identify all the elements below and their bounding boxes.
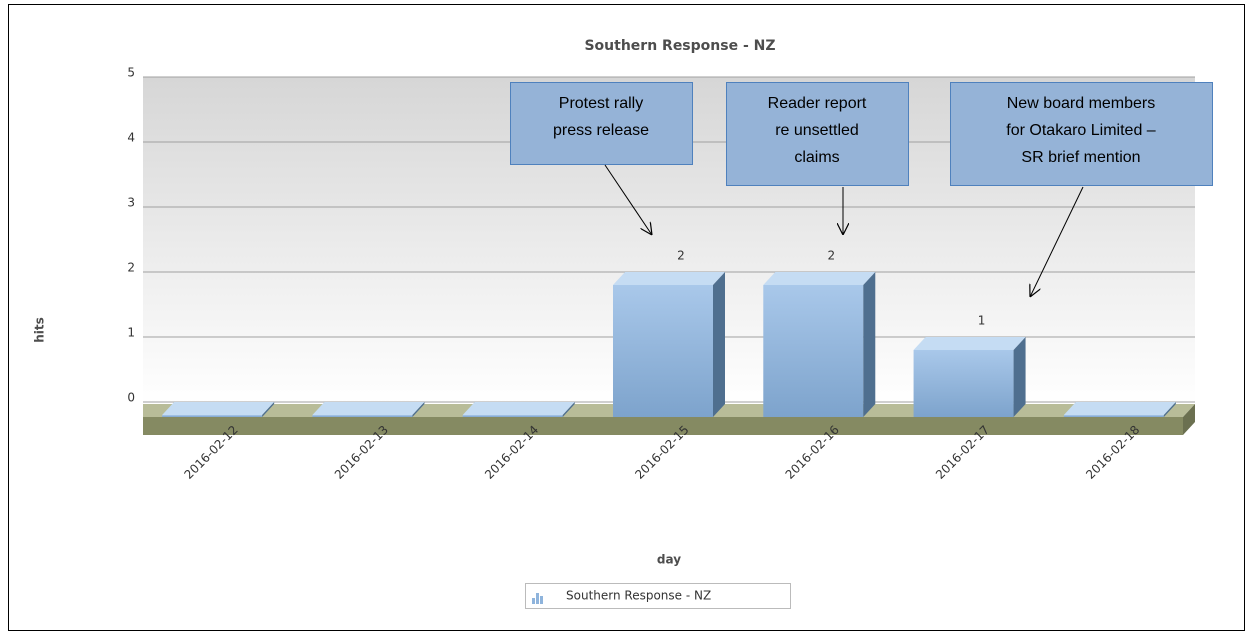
- bar: [913, 337, 1026, 417]
- bar-top: [1063, 402, 1176, 415]
- y-tick-label: 3: [127, 196, 135, 210]
- bar-top: [162, 402, 275, 415]
- floor-side: [1183, 404, 1195, 435]
- y-axis-label: hits: [33, 317, 47, 343]
- annotation: Reader report re unsettled claims: [726, 82, 909, 235]
- frame: [8, 4, 1245, 631]
- bar-side: [412, 402, 425, 417]
- bar-front: [312, 415, 413, 417]
- annotation: Protest rally press release: [510, 82, 693, 236]
- bar-top: [462, 402, 575, 415]
- x-axis-label: day: [657, 553, 681, 567]
- bar-top: [613, 272, 725, 285]
- bar-side: [1163, 402, 1176, 417]
- bar-front: [162, 415, 263, 417]
- bar: [1063, 402, 1176, 417]
- bar-front: [1063, 415, 1164, 417]
- legend: [525, 583, 791, 609]
- annotation-text: press release: [553, 122, 649, 139]
- bar-top: [312, 402, 425, 415]
- y-tick-label: 0: [127, 391, 135, 405]
- annotation-text: re unsettled: [775, 122, 859, 139]
- annotation-text: claims: [794, 149, 839, 166]
- annotation-box: [510, 82, 693, 165]
- bar-side: [713, 272, 725, 417]
- bar-front: [913, 350, 1014, 417]
- data-label: 2: [677, 249, 685, 263]
- floor-front: [143, 417, 1183, 435]
- annotation-box: [726, 82, 909, 186]
- bar-front: [613, 285, 713, 417]
- bar-front: [462, 415, 563, 417]
- bar-top: [763, 272, 876, 285]
- y-tick-label: 2: [127, 261, 135, 275]
- annotation-text: for Otakaro Limited –: [1006, 122, 1156, 139]
- y-tick-label: 4: [127, 131, 135, 145]
- bar-front: [763, 285, 864, 417]
- annotation-text: Protest rally: [559, 95, 643, 112]
- chart-title: Southern Response - NZ: [584, 38, 775, 54]
- bar-side: [1013, 337, 1026, 417]
- bar: [763, 272, 876, 417]
- annotation-text: Reader report: [768, 95, 867, 112]
- y-tick-label: 5: [127, 66, 135, 80]
- bar-side: [262, 402, 275, 417]
- bar-top: [913, 337, 1026, 350]
- legend-icon: [532, 593, 543, 604]
- legend-label: Southern Response - NZ: [566, 589, 711, 603]
- bar: [312, 402, 425, 417]
- annotation-text: New board members: [1007, 95, 1156, 112]
- y-tick-label: 1: [127, 326, 135, 340]
- data-label: 2: [827, 249, 835, 263]
- bar: [462, 402, 575, 417]
- data-label: 1: [978, 314, 986, 328]
- annotation-arrow: [604, 164, 652, 235]
- annotation: New board members for Otakaro Limited – SR…: [950, 82, 1213, 298]
- annotation-box: [950, 82, 1213, 186]
- annotation-text: SR brief mention: [1021, 149, 1140, 166]
- bar-side: [562, 402, 575, 417]
- bar: [613, 272, 725, 417]
- annotation-arrow: [1030, 186, 1084, 297]
- bar: [162, 402, 275, 417]
- bar-side: [863, 272, 876, 417]
